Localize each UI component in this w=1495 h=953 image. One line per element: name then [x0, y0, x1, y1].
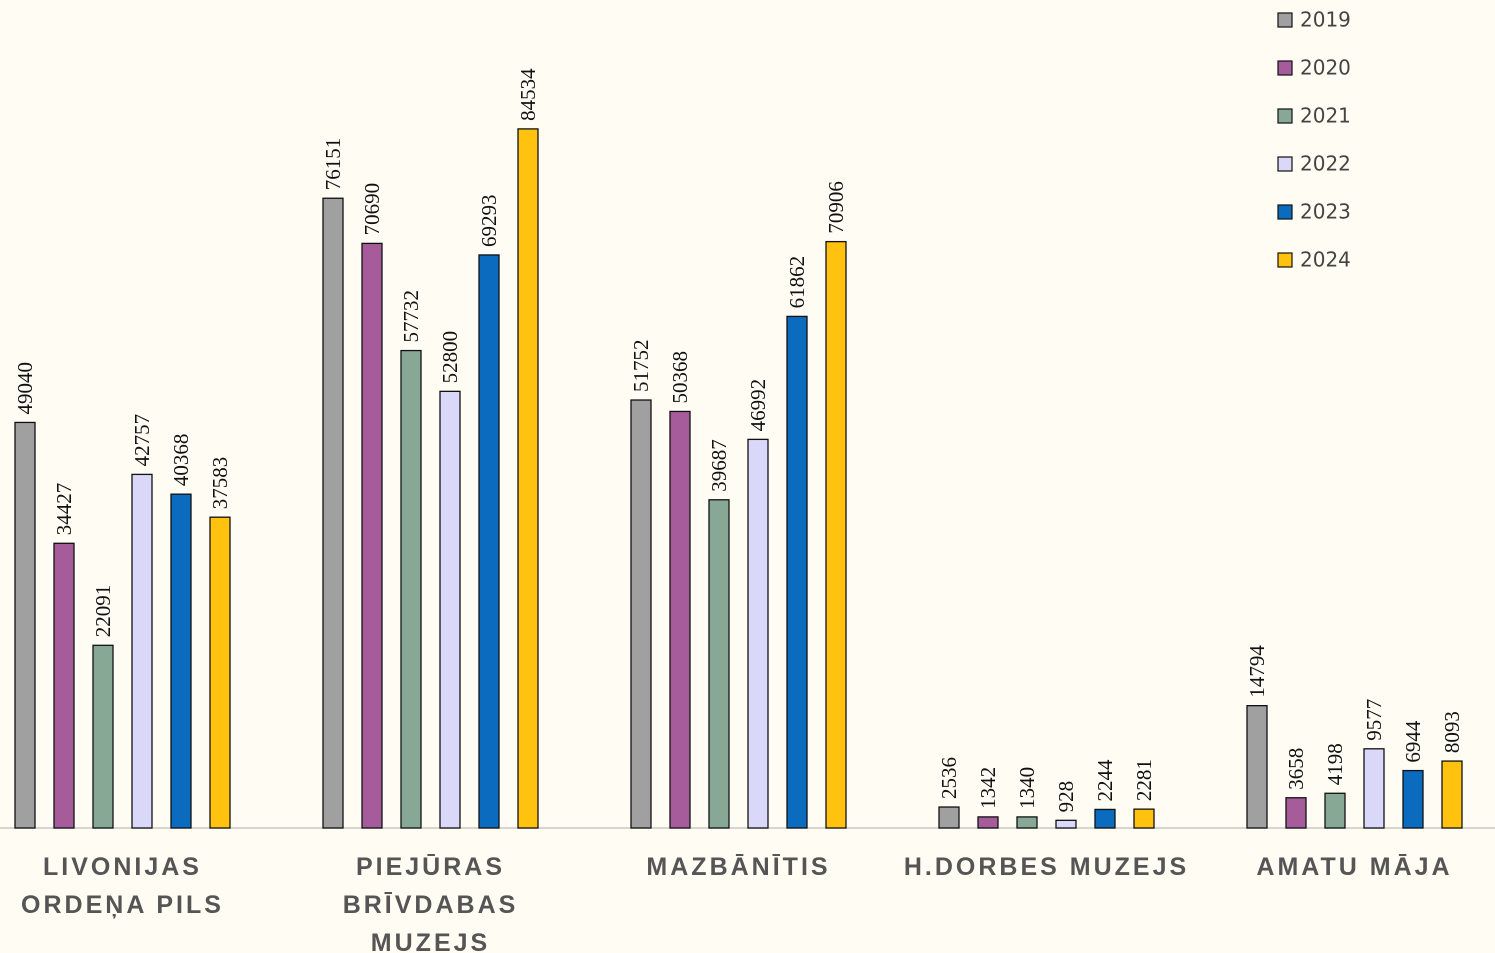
bar: [1363, 748, 1385, 829]
value-label: 9577: [1362, 699, 1386, 741]
x-tick-label: H.DORBES MUZEJS: [903, 853, 1190, 881]
bar: [977, 816, 999, 829]
bar: [1094, 808, 1116, 829]
bar: [708, 499, 730, 829]
legend-label: 2020: [1300, 56, 1351, 80]
bar: [825, 240, 847, 829]
legend-label: 2024: [1300, 248, 1351, 272]
value-label: 49040: [13, 362, 37, 415]
value-label: 76151: [321, 138, 345, 191]
bar: [1016, 816, 1038, 829]
value-label: 22091: [91, 585, 115, 638]
bar: [1441, 760, 1463, 829]
bar: [53, 542, 75, 829]
bar: [361, 242, 383, 829]
bar: [478, 254, 500, 829]
legend-swatch: [1277, 108, 1293, 124]
bar: [1055, 819, 1077, 829]
legend-swatch: [1277, 204, 1293, 220]
value-label: 1342: [976, 767, 1000, 809]
bar: [170, 493, 192, 829]
x-tick-label: MAZBĀNĪTIS: [646, 853, 831, 881]
bar: [669, 410, 691, 829]
bar: [439, 390, 461, 829]
bar: [630, 399, 652, 829]
value-label: 52800: [438, 331, 462, 384]
bar: [1246, 705, 1268, 829]
value-label: 69293: [477, 194, 501, 247]
value-label: 61862: [785, 256, 809, 309]
legend-label: 2022: [1300, 152, 1351, 176]
bar: [786, 315, 808, 829]
value-label: 37583: [208, 457, 232, 510]
bar: [14, 421, 36, 829]
bar: [1402, 769, 1424, 829]
x-tick-label: AMATU MĀJA: [1256, 853, 1453, 881]
bar: [92, 644, 114, 829]
legend-swatch: [1277, 252, 1293, 268]
bar: [517, 128, 539, 829]
bar: [1133, 808, 1155, 829]
legend-swatch: [1277, 156, 1293, 172]
bar: [938, 806, 960, 829]
x-tick-label: LIVONIJAS ORDEŅA PILS: [21, 853, 224, 919]
bar: [1324, 792, 1346, 829]
value-label: 50368: [668, 351, 692, 404]
legend-swatch: [1277, 60, 1293, 76]
x-tick-label: PIEJŪRAS BRĪVDABAS MUZEJS: [342, 853, 519, 953]
value-label: 34427: [52, 483, 76, 536]
value-label: 928: [1054, 781, 1078, 813]
value-label: 70906: [824, 181, 848, 234]
value-label: 8093: [1440, 711, 1464, 753]
legend-swatch: [1277, 12, 1293, 28]
value-label: 57732: [399, 290, 423, 343]
value-label: 42757: [130, 414, 154, 467]
bar: [131, 473, 153, 829]
value-label: 2244: [1093, 759, 1117, 802]
legend-label: 2019: [1300, 8, 1351, 32]
value-label: 2536: [937, 757, 961, 799]
legend-label: 2021: [1300, 104, 1351, 128]
value-label: 84534: [516, 68, 540, 121]
bar: [747, 438, 769, 829]
value-label: 2281: [1132, 759, 1156, 801]
value-label: 40368: [169, 434, 193, 487]
value-label: 46992: [746, 379, 770, 432]
legend-label: 2023: [1300, 200, 1351, 224]
value-label: 3658: [1284, 748, 1308, 790]
value-label: 39687: [707, 439, 731, 492]
value-label: 1340: [1015, 767, 1039, 809]
bar: [322, 197, 344, 829]
value-label: 51752: [629, 340, 653, 393]
value-label: 6944: [1401, 720, 1425, 763]
value-label: 14794: [1245, 645, 1269, 698]
value-label: 4198: [1323, 743, 1347, 785]
bar: [400, 349, 422, 829]
bar: [209, 516, 231, 829]
bar: [1285, 797, 1307, 829]
value-label: 70690: [360, 183, 384, 236]
